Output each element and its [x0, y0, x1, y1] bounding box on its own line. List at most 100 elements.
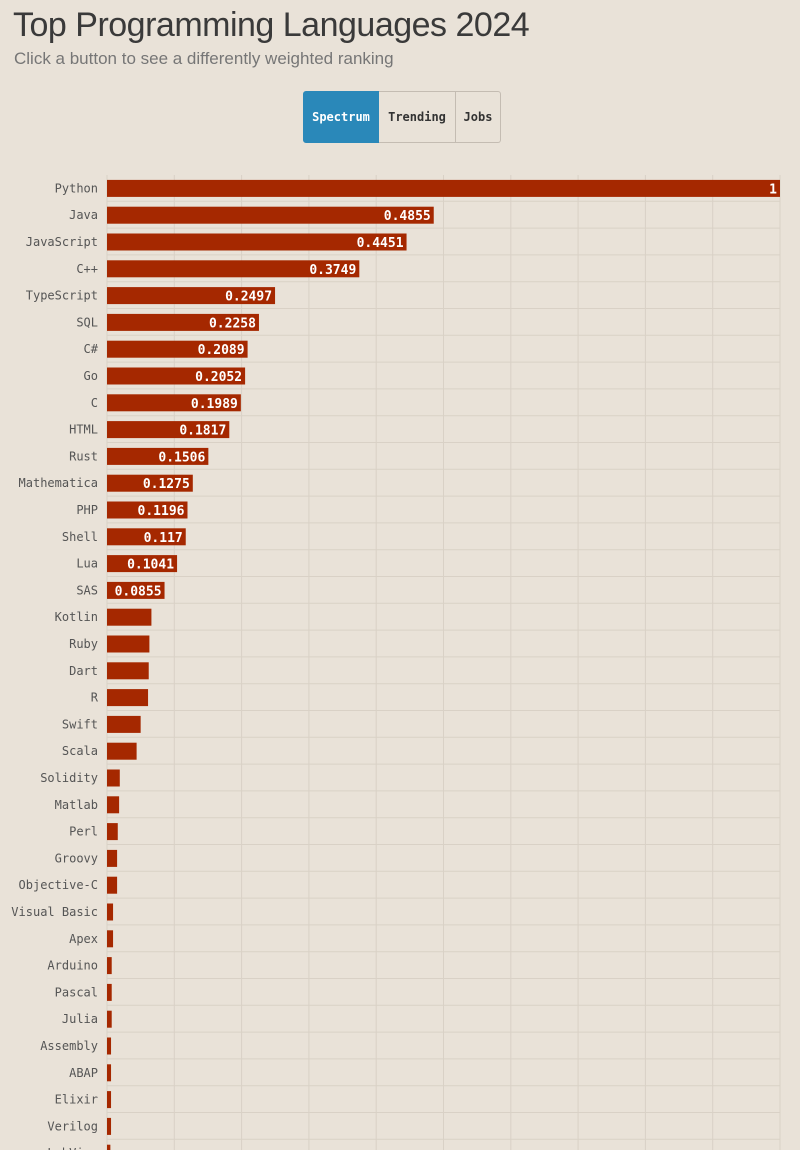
bar-c [107, 394, 241, 412]
category-label: Ruby [69, 637, 98, 651]
bar-typescript [107, 287, 276, 305]
value-label: 0.2497 [225, 290, 272, 305]
category-label: Julia [62, 1012, 98, 1026]
bar-sql [107, 313, 259, 331]
category-label: Swift [62, 717, 98, 731]
category-label: ABAP [69, 1066, 98, 1080]
bar-perl [107, 823, 118, 841]
category-label: Rust [69, 449, 98, 463]
chart-bars [107, 179, 780, 1150]
bar-objective-c [107, 876, 118, 894]
value-label: 0.4451 [357, 236, 404, 251]
category-label: Python [55, 181, 98, 195]
bar-scala [107, 742, 137, 760]
value-label: 0.0855 [115, 584, 162, 599]
category-label: Go [84, 369, 98, 383]
value-label: 0.1989 [191, 397, 238, 412]
bar-verilog [107, 1117, 112, 1135]
ranking-button-group: Spectrum Trending Jobs [303, 91, 501, 143]
bar-apex [107, 930, 114, 948]
category-label: Groovy [55, 851, 98, 865]
category-label: Apex [69, 932, 98, 946]
category-label: Java [69, 208, 98, 222]
value-label: 0.1196 [138, 504, 185, 519]
category-label: TypeScript [26, 289, 98, 303]
category-label: C++ [76, 262, 98, 276]
spectrum-button[interactable]: Spectrum [303, 91, 379, 143]
category-label: Kotlin [55, 610, 98, 624]
bar-pascal [107, 983, 112, 1001]
category-label: PHP [76, 503, 98, 517]
bar-swift [107, 715, 141, 733]
page-subtitle: Click a button to see a differently weig… [14, 49, 394, 68]
bar-elixir [107, 1091, 112, 1109]
value-label: 0.1506 [158, 450, 205, 465]
value-label: 1 [769, 182, 777, 197]
value-label: 0.4855 [384, 209, 431, 224]
page-title: Top Programming Languages 2024 [13, 6, 530, 44]
bar-groovy [107, 849, 118, 867]
bar-c- [107, 260, 360, 278]
value-label: 0.117 [144, 531, 183, 546]
bar-php [107, 501, 188, 519]
category-label: Matlab [55, 798, 98, 812]
category-label: LabView [47, 1146, 98, 1150]
bar-c- [107, 340, 248, 358]
category-label: SQL [76, 315, 98, 329]
category-label: HTML [69, 423, 98, 437]
chart-category-labels: Python Java JavaScript C++ TypeScript SQL C# Go… [11, 181, 98, 1150]
category-label: Verilog [47, 1119, 98, 1133]
bar-javascript [107, 233, 407, 251]
value-label: 0.2089 [198, 343, 245, 358]
bar-sas [107, 581, 165, 599]
value-label: 0.3749 [309, 263, 356, 278]
category-label: Scala [62, 744, 98, 758]
bar-html [107, 421, 230, 439]
category-label: Visual Basic [11, 905, 98, 919]
value-label: 0.2258 [209, 316, 256, 331]
category-label: Solidity [40, 771, 98, 785]
bar-matlab [107, 796, 120, 814]
category-label: Assembly [40, 1039, 98, 1053]
value-label: 0.1817 [179, 424, 226, 439]
value-label: 0.1275 [143, 477, 190, 492]
bar-arduino [107, 957, 112, 975]
bar-ruby [107, 635, 150, 653]
bar-abap [107, 1064, 112, 1082]
category-label: Elixir [55, 1093, 98, 1107]
bar-dart [107, 662, 149, 680]
bar-python [107, 179, 780, 197]
category-label: Lua [76, 557, 98, 571]
bar-rust [107, 447, 209, 465]
bar-assembly [107, 1037, 112, 1055]
category-label: Mathematica [19, 476, 98, 490]
bar-shell [107, 528, 186, 546]
category-label: R [91, 691, 99, 705]
value-label: 0.1041 [127, 558, 174, 573]
category-label: Dart [69, 664, 98, 678]
category-label: Pascal [55, 985, 98, 999]
bar-julia [107, 1010, 112, 1028]
bar-java [107, 206, 434, 224]
jobs-button[interactable]: Jobs [456, 91, 501, 143]
category-label: JavaScript [26, 235, 98, 249]
category-label: Objective-C [19, 878, 98, 892]
bar-kotlin [107, 608, 152, 626]
category-label: C [91, 396, 98, 410]
category-label: SAS [76, 583, 98, 597]
bar-r [107, 689, 149, 707]
category-label: Arduino [47, 959, 98, 973]
bar-labview [107, 1144, 111, 1150]
category-label: Shell [62, 530, 98, 544]
category-label: C# [84, 342, 99, 356]
bar-mathematica [107, 474, 193, 492]
bar-lua [107, 555, 178, 573]
bar-visual-basic [107, 903, 114, 921]
category-label: Perl [69, 825, 98, 839]
bar-solidity [107, 769, 120, 787]
value-label: 0.2052 [195, 370, 242, 385]
trending-button[interactable]: Trending [379, 91, 456, 143]
bar-go [107, 367, 246, 385]
